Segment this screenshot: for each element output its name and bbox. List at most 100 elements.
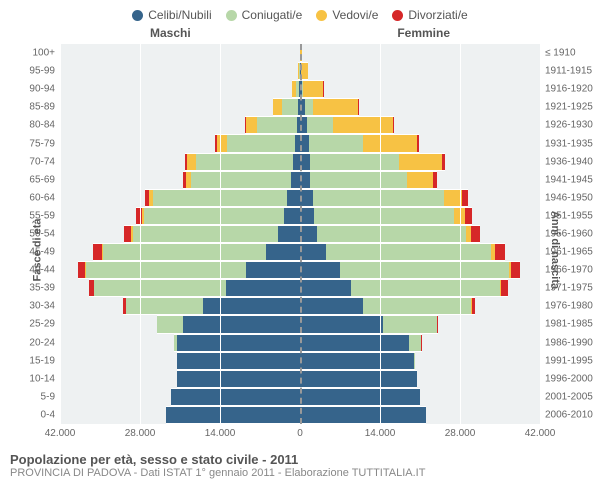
birth-year-label: 1911-1915 (540, 66, 600, 77)
bar-segment (333, 116, 393, 134)
bar-segment (86, 261, 246, 279)
age-label: 0-4 (0, 409, 60, 420)
age-label: 75-79 (0, 138, 60, 149)
bar-segment (191, 171, 291, 189)
plot-area: 100+≤ 191095-991911-191590-941916-192085… (60, 44, 540, 424)
legend-label: Coniugati/e (242, 8, 303, 22)
female-bar (300, 261, 540, 279)
male-bar (60, 116, 300, 134)
age-label: 30-34 (0, 301, 60, 312)
birth-year-label: 2006-2010 (540, 409, 600, 420)
female-bar (300, 62, 540, 80)
bar-segment (257, 116, 297, 134)
bar-segment (133, 225, 279, 243)
bar-segment (340, 261, 509, 279)
bar-segment (300, 315, 383, 333)
birth-year-label: 1931-1935 (540, 138, 600, 149)
gender-headings: Maschi Femmine (0, 26, 600, 40)
age-label: 95-99 (0, 66, 60, 77)
title-block: Popolazione per età, sesso e stato civil… (0, 446, 600, 481)
bar-segment (103, 243, 266, 261)
bar-segment (187, 153, 196, 171)
bar-segment (300, 225, 317, 243)
x-axis: 42.00028.00014.000014.00028.00042.000 (60, 428, 540, 446)
female-bar (300, 225, 540, 243)
bar-segment (126, 297, 203, 315)
bar-segment (266, 243, 300, 261)
bar-segment (300, 297, 363, 315)
male-bar (60, 171, 300, 189)
male-bar (60, 44, 300, 62)
birth-year-label: 1916-1920 (540, 84, 600, 95)
grid-line (380, 44, 381, 424)
birth-year-label: 1941-1945 (540, 174, 600, 185)
bar-segment (437, 315, 438, 333)
age-label: 50-54 (0, 228, 60, 239)
bar-segment (465, 207, 472, 225)
x-tick-label: 0 (297, 428, 303, 439)
bar-segment (300, 279, 351, 297)
bar-segment (183, 315, 300, 333)
bar-segment (291, 171, 300, 189)
female-bar (300, 98, 540, 116)
legend-swatch (316, 10, 327, 21)
bar-segment (78, 261, 85, 279)
age-label: 15-19 (0, 355, 60, 366)
bar-segment (301, 62, 308, 80)
female-bar (300, 352, 540, 370)
bar-segment (93, 243, 102, 261)
age-label: 70-74 (0, 156, 60, 167)
x-tick-label: 14.000 (365, 428, 396, 439)
right-heading: Femmine (397, 26, 450, 40)
bar-segment (305, 98, 312, 116)
birth-year-label: ≤ 1910 (540, 48, 600, 59)
bar-segment (313, 98, 359, 116)
male-bar (60, 134, 300, 152)
female-bar (300, 315, 540, 333)
male-bar (60, 352, 300, 370)
chart-title: Popolazione per età, sesso e stato civil… (10, 452, 590, 467)
bar-segment (177, 370, 300, 388)
bar-segment (472, 297, 475, 315)
female-bar (300, 370, 540, 388)
age-label: 100+ (0, 48, 60, 59)
bar-segment (166, 406, 300, 424)
bar-segment (273, 98, 282, 116)
female-bar (300, 171, 540, 189)
chart-subtitle: PROVINCIA DI PADOVA - Dati ISTAT 1° genn… (10, 467, 590, 479)
male-bar (60, 388, 300, 406)
x-tick-label: 28.000 (125, 428, 156, 439)
bar-segment (246, 261, 300, 279)
bar-segment (407, 171, 433, 189)
bar-segment (284, 207, 300, 225)
x-tick-label: 42.000 (45, 428, 76, 439)
bar-segment (442, 153, 445, 171)
birth-year-label: 1996-2000 (540, 373, 600, 384)
male-bar (60, 80, 300, 98)
grid-line (60, 44, 61, 424)
male-bar (60, 225, 300, 243)
bar-segment (293, 153, 300, 171)
bar-segment (326, 243, 492, 261)
bar-segment (300, 370, 417, 388)
bar-segment (144, 207, 284, 225)
bar-segment (246, 116, 257, 134)
legend-item: Vedovi/e (316, 8, 378, 22)
bar-segment (511, 261, 521, 279)
birth-year-label: 1986-1990 (540, 337, 600, 348)
bar-segment (217, 134, 227, 152)
female-bar (300, 207, 540, 225)
birth-year-label: 1981-1985 (540, 319, 600, 330)
male-bar (60, 334, 300, 352)
bar-segment (177, 352, 300, 370)
female-bar (300, 189, 540, 207)
bar-segment (310, 153, 399, 171)
center-axis-line (300, 44, 302, 424)
bar-segment (303, 80, 323, 98)
female-bar (300, 44, 540, 62)
male-bar (60, 243, 300, 261)
bar-segment (399, 153, 442, 171)
x-tick-label: 28.000 (445, 428, 476, 439)
birth-year-label: 1971-1975 (540, 283, 600, 294)
legend: Celibi/NubiliConiugati/eVedovi/eDivorzia… (0, 0, 600, 26)
